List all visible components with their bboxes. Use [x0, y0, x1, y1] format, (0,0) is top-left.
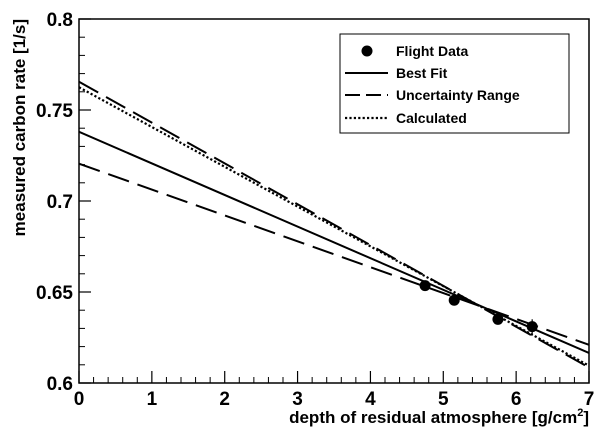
x-tick-label: 7 [584, 389, 595, 410]
legend-label: Calculated [396, 110, 467, 126]
series-line-long-dash [79, 162, 589, 346]
y-tick-label: 0.6 [47, 374, 73, 395]
x-tick-label: 6 [511, 389, 522, 410]
y-axis-title: measured carbon rate [1/s] [10, 19, 29, 236]
data-point [448, 294, 460, 306]
x-tick-label: 0 [74, 389, 85, 410]
plot-points [419, 280, 538, 334]
legend-marker [361, 45, 373, 57]
plot-lines [79, 80, 589, 369]
data-point [526, 321, 538, 333]
x-tick-label: 4 [365, 389, 376, 410]
legend-box [339, 33, 570, 134]
legend-label: Flight Data [396, 43, 469, 59]
y-tick-label: 0.7 [47, 192, 73, 213]
y-tick-label: 0.65 [36, 283, 73, 304]
y-tick-label: 0.8 [47, 10, 73, 31]
x-tick-label: 1 [147, 389, 158, 410]
legend-label: Uncertainty Range [396, 87, 520, 103]
x-axis-title: depth of residual atmosphere [g/cm2] [289, 407, 589, 427]
y-tick-label: 0.75 [36, 101, 73, 122]
y-axis: 0.6 0.65 0.7 0.75 0.8 [36, 10, 91, 395]
series-line-long-dash [79, 80, 589, 369]
legend: Flight Data Best Fit Uncertainty Range Calc… [339, 33, 570, 134]
series-line-solid [79, 130, 589, 354]
data-point [419, 280, 431, 292]
x-tick-label: 3 [292, 389, 303, 410]
x-tick-label: 2 [219, 389, 230, 410]
data-point [492, 313, 504, 325]
series-line-dotted [79, 86, 589, 367]
x-tick-label: 5 [438, 389, 449, 410]
x-axis: 0 1 2 3 4 5 6 7 [74, 371, 595, 410]
legend-label: Best Fit [396, 65, 448, 81]
